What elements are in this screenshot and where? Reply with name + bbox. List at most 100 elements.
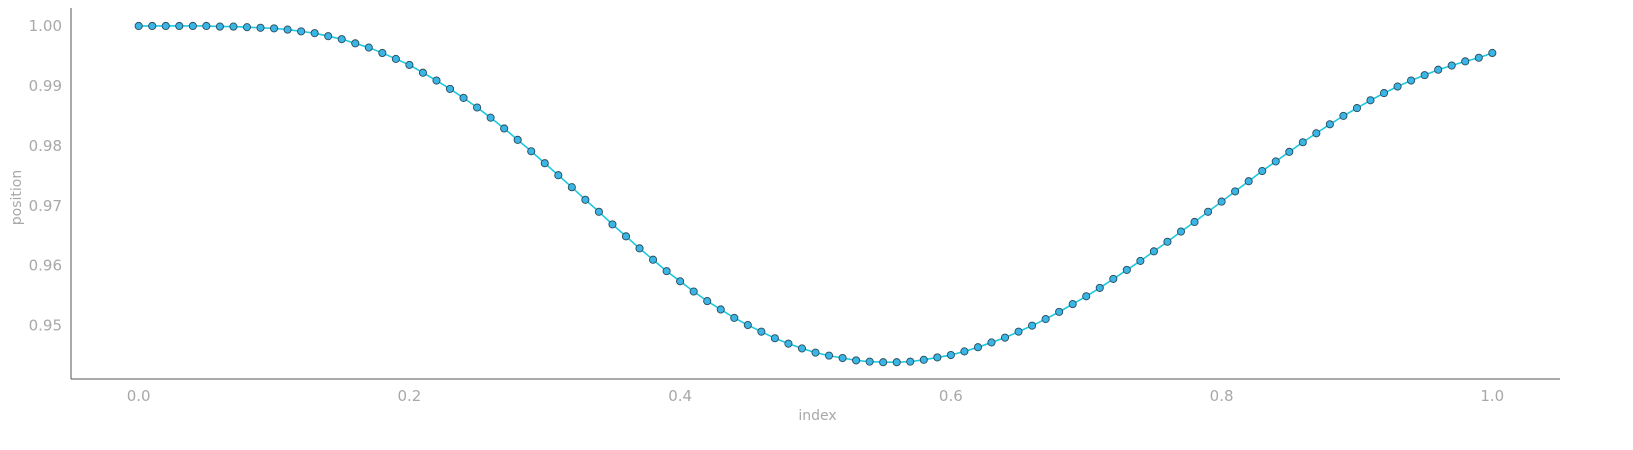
data-point	[1122, 265, 1131, 274]
data-point	[418, 68, 427, 77]
x-tick-label: 0.0	[127, 387, 151, 405]
x-tick-label: 1.0	[1480, 387, 1504, 405]
data-point	[1068, 300, 1077, 309]
data-point	[635, 244, 644, 253]
data-point	[906, 357, 915, 366]
data-point	[1488, 48, 1497, 58]
data-point	[432, 76, 441, 85]
data-point	[378, 48, 387, 58]
data-point	[540, 159, 549, 168]
data-point	[797, 344, 807, 353]
data-point	[703, 297, 712, 306]
data-point	[1109, 274, 1118, 283]
data-point	[310, 29, 319, 38]
data-point	[1000, 333, 1010, 342]
data-point	[1325, 120, 1334, 129]
data-point	[473, 103, 482, 112]
data-point	[1461, 57, 1470, 66]
data-point	[567, 183, 576, 192]
data-point	[1366, 96, 1375, 105]
data-point	[161, 21, 170, 31]
data-point	[1258, 166, 1267, 176]
data-point	[865, 357, 874, 366]
data-point	[743, 321, 752, 330]
data-point	[1136, 256, 1145, 265]
y-tick-label: 0.97	[29, 197, 62, 215]
data-point	[1082, 292, 1091, 301]
data-point	[1312, 129, 1321, 138]
y-tick-label: 1.00	[29, 17, 62, 35]
data-point	[391, 54, 400, 63]
data-point	[215, 22, 224, 31]
data-point	[784, 339, 793, 348]
data-point	[364, 43, 373, 52]
data-point	[621, 232, 631, 241]
data-point	[1352, 104, 1362, 113]
data-point	[1028, 321, 1037, 330]
data-point	[892, 358, 901, 367]
data-point	[960, 347, 969, 356]
data-point	[852, 356, 861, 365]
data-point	[581, 195, 590, 204]
data-point	[351, 39, 360, 48]
data-point	[933, 353, 942, 362]
data-point	[1231, 187, 1240, 196]
data-point	[242, 23, 252, 32]
y-tick-label: 0.99	[29, 77, 62, 95]
data-point	[1447, 61, 1456, 70]
data-point	[229, 22, 238, 31]
data-point	[1420, 71, 1429, 80]
data-point	[1407, 76, 1416, 85]
data-point	[1393, 82, 1402, 91]
data-point	[811, 348, 820, 357]
data-point	[486, 113, 495, 122]
data-point	[919, 355, 928, 364]
data-point	[946, 350, 955, 360]
data-point	[1095, 283, 1104, 292]
data-point	[188, 21, 197, 31]
plot-area	[134, 21, 1497, 367]
series-line	[138, 25, 1493, 364]
data-point	[973, 343, 982, 352]
data-point	[459, 93, 468, 102]
data-point	[1163, 237, 1172, 246]
data-point	[513, 135, 522, 144]
data-point	[824, 351, 834, 360]
data-point	[1434, 65, 1443, 74]
data-point	[554, 171, 563, 180]
data-point	[1149, 247, 1158, 256]
data-point	[175, 21, 184, 31]
x-axis-title: index	[798, 408, 836, 424]
data-point	[1217, 197, 1226, 206]
x-tick-label: 0.4	[668, 387, 692, 405]
data-point	[1474, 53, 1483, 62]
data-point	[527, 147, 536, 156]
data-point	[324, 32, 333, 41]
data-point	[1244, 177, 1253, 186]
data-point	[269, 24, 279, 33]
data-point	[608, 220, 617, 229]
data-point	[757, 327, 766, 336]
y-tick-label: 0.95	[29, 317, 62, 335]
data-point	[649, 255, 658, 264]
axes	[70, 8, 1560, 380]
data-point	[1176, 227, 1186, 236]
data-point	[134, 21, 143, 31]
y-tick-label: 0.98	[29, 137, 62, 155]
data-point	[1204, 207, 1213, 216]
x-tick-label: 0.2	[397, 387, 421, 405]
data-point	[730, 313, 739, 322]
data-point	[662, 267, 671, 276]
data-point	[1271, 157, 1280, 166]
x-tick-label: 0.6	[939, 387, 963, 405]
data-point	[879, 358, 888, 367]
data-point	[689, 287, 698, 296]
data-point	[1041, 315, 1050, 324]
axis-labels: 0.0 0.2 0.4 0.6 0.8 1.0 0.95 0.96 0.97 0.98 0.99 1.…	[9, 17, 1504, 424]
data-point	[987, 338, 996, 347]
data-point	[1339, 111, 1348, 120]
data-point	[148, 21, 157, 31]
data-point	[770, 334, 779, 343]
